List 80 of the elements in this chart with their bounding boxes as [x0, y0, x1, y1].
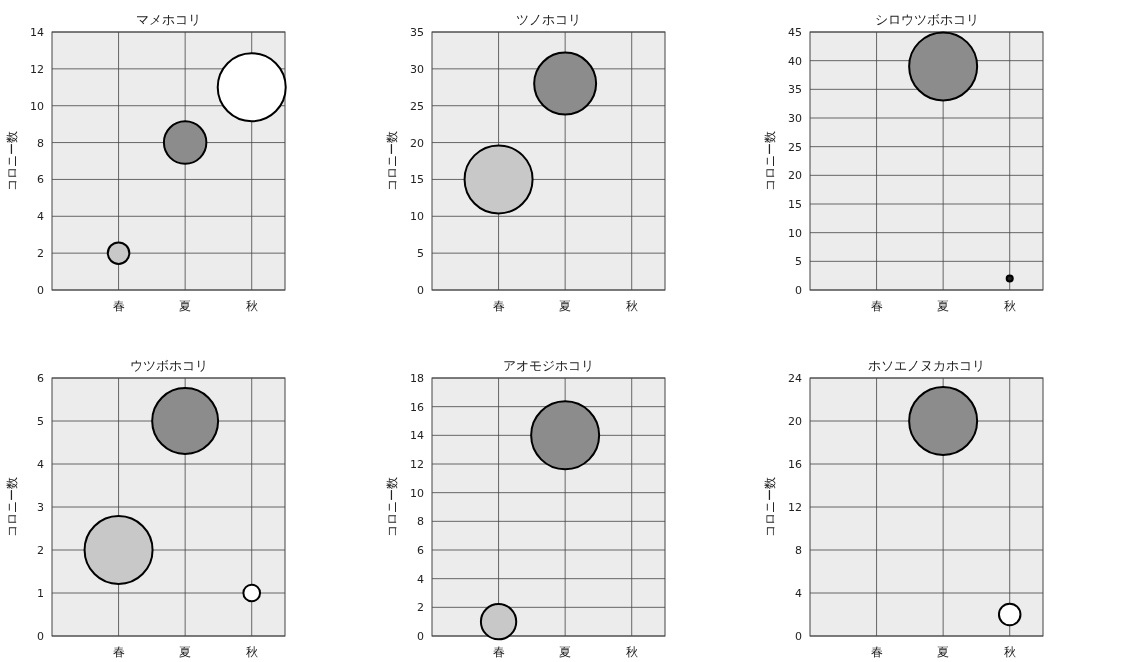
- y-tick-label: 12: [788, 501, 802, 514]
- y-axis-title: コロニー数: [5, 477, 19, 537]
- chart-title: マメホコリ: [136, 12, 201, 27]
- y-tick-label: 0: [795, 284, 802, 297]
- y-tick-label: 1: [37, 587, 44, 600]
- y-tick-label: 0: [417, 284, 424, 297]
- y-tick-label: 24: [788, 372, 802, 385]
- y-tick-label: 10: [30, 99, 44, 113]
- x-tick-label: 秋: [245, 645, 258, 659]
- x-tick-label: 秋: [1003, 645, 1016, 659]
- x-tick-label: 夏: [179, 645, 192, 659]
- y-tick-label: 6: [417, 544, 424, 557]
- y-axis-title: コロニー数: [5, 131, 19, 191]
- x-tick-label: 夏: [559, 645, 572, 659]
- y-tick-label: 25: [788, 140, 802, 154]
- y-tick-label: 2: [37, 544, 44, 557]
- x-tick-label: 秋: [625, 645, 638, 659]
- y-tick-label: 12: [410, 458, 424, 471]
- y-tick-label: 0: [37, 630, 44, 643]
- y-tick-label: 5: [795, 255, 802, 269]
- y-tick-label: 18: [410, 372, 424, 385]
- y-tick-label: 0: [37, 284, 44, 297]
- y-tick-label: 16: [788, 458, 802, 471]
- y-tick-label: 3: [37, 501, 44, 514]
- y-tick-label: 14: [410, 429, 424, 443]
- y-tick-label: 15: [410, 173, 424, 187]
- y-tick-label: 5: [417, 247, 424, 261]
- x-tick-label: 春: [492, 299, 505, 313]
- y-tick-label: 30: [788, 112, 802, 125]
- x-tick-label: 夏: [559, 299, 572, 313]
- y-tick-label: 10: [788, 226, 802, 240]
- y-tick-label: 20: [788, 415, 802, 428]
- y-tick-label: 10: [410, 486, 424, 500]
- x-tick-label: 秋: [245, 299, 258, 313]
- y-axis-title: コロニー数: [763, 477, 777, 537]
- y-tick-label: 35: [788, 83, 802, 97]
- y-tick-label: 10: [410, 210, 424, 224]
- y-tick-label: 4: [795, 587, 802, 600]
- x-tick-label: 春: [112, 645, 125, 659]
- y-tick-label: 35: [410, 26, 424, 39]
- x-tick-label: 秋: [1003, 299, 1016, 313]
- chart-title: ウツボホコリ: [129, 358, 208, 373]
- y-tick-label: 2: [417, 601, 424, 615]
- chart-title: アオモジホコリ: [503, 358, 594, 373]
- chart-title: シロウツボホコリ: [874, 12, 979, 27]
- x-tick-label: 夏: [179, 299, 192, 313]
- y-tick-label: 14: [30, 26, 44, 39]
- y-tick-label: 6: [37, 173, 44, 187]
- y-tick-label: 8: [417, 515, 424, 529]
- y-tick-label: 2: [37, 247, 44, 261]
- y-tick-label: 45: [788, 26, 802, 39]
- y-tick-label: 4: [417, 572, 424, 586]
- y-tick-label: 16: [410, 400, 424, 414]
- x-tick-label: 春: [870, 645, 883, 659]
- y-tick-label: 8: [795, 544, 802, 557]
- y-tick-label: 20: [410, 136, 424, 150]
- y-tick-label: 20: [788, 169, 802, 183]
- chart-title: ホソエノヌカホコリ: [868, 358, 985, 373]
- y-tick-label: 40: [788, 54, 802, 68]
- y-tick-label: 4: [37, 210, 44, 224]
- x-tick-label: 秋: [625, 299, 638, 313]
- x-tick-label: 春: [492, 645, 505, 659]
- y-axis-title: コロニー数: [385, 131, 399, 191]
- y-tick-label: 8: [37, 136, 44, 150]
- y-axis-title: コロニー数: [385, 477, 399, 537]
- y-axis-title: コロニー数: [763, 131, 777, 191]
- y-tick-label: 5: [37, 415, 44, 428]
- y-tick-label: 6: [37, 372, 44, 385]
- x-tick-label: 夏: [937, 299, 950, 313]
- y-tick-label: 0: [417, 630, 424, 643]
- y-tick-label: 4: [37, 458, 44, 471]
- chart-title: ツノホコリ: [516, 12, 581, 27]
- x-tick-label: 春: [870, 299, 883, 313]
- y-tick-label: 15: [788, 198, 802, 211]
- x-tick-label: 夏: [937, 645, 950, 659]
- y-tick-label: 12: [30, 62, 44, 76]
- x-tick-label: 春: [112, 299, 125, 313]
- y-tick-label: 30: [410, 62, 424, 76]
- y-tick-label: 25: [410, 99, 424, 113]
- y-tick-label: 0: [795, 630, 802, 643]
